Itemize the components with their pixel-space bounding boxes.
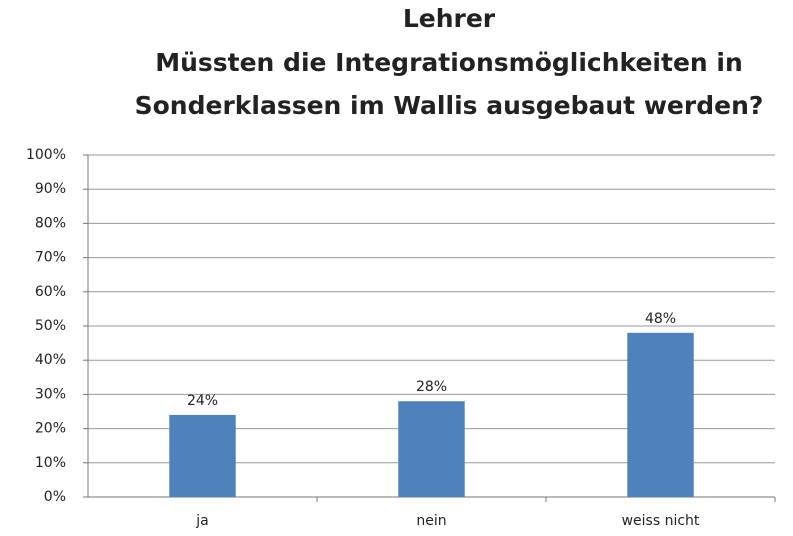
chart-title: Müssten die Integrationsmöglichkeiten in	[155, 48, 743, 77]
y-tick-label: 90%	[35, 181, 66, 197]
y-tick-label: 80%	[35, 215, 66, 231]
y-tick-label: 50%	[35, 318, 66, 334]
chart-title: Lehrer	[403, 4, 496, 33]
data-label: 24%	[187, 393, 218, 409]
y-tick-label: 70%	[35, 250, 66, 266]
data-label: 48%	[645, 311, 676, 327]
chart-title: Sonderklassen im Wallis ausgebaut werden…	[135, 91, 764, 120]
y-tick-label: 100%	[26, 147, 66, 163]
bar	[398, 401, 465, 497]
bar	[627, 332, 694, 497]
data-label: 28%	[416, 379, 447, 395]
y-tick-label: 60%	[35, 284, 66, 300]
y-tick-label: 0%	[44, 489, 66, 505]
y-tick-label: 30%	[35, 386, 66, 402]
bar	[169, 414, 236, 497]
x-tick-label: ja	[195, 513, 208, 529]
y-tick-label: 20%	[35, 421, 66, 437]
x-tick-label: weiss nicht	[622, 513, 700, 529]
y-tick-label: 40%	[35, 352, 66, 368]
y-tick-label: 10%	[35, 455, 66, 471]
x-tick-label: nein	[416, 513, 446, 529]
